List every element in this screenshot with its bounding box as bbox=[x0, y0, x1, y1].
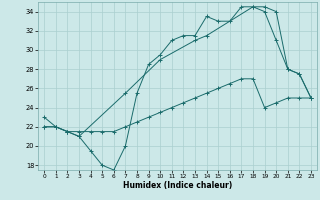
X-axis label: Humidex (Indice chaleur): Humidex (Indice chaleur) bbox=[123, 181, 232, 190]
